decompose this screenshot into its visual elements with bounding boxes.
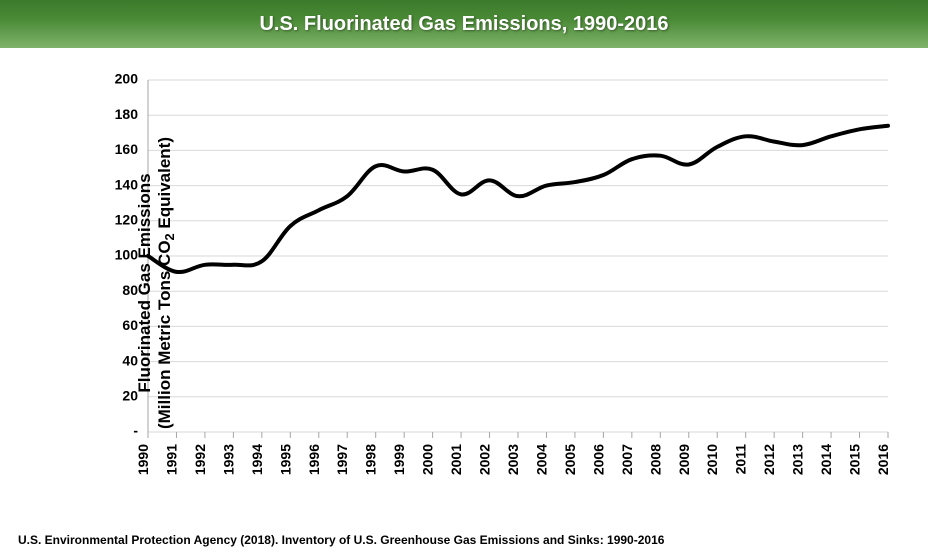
x-tick-label: 1994: [249, 444, 265, 475]
x-tick-label: 2010: [704, 444, 720, 475]
x-tick-label: 2011: [733, 444, 749, 475]
x-tick-label: 2015: [847, 444, 863, 475]
x-tick-label: 2014: [818, 444, 834, 475]
y-tick-label: 200: [115, 71, 139, 87]
emissions-line: [148, 126, 888, 272]
x-tick-label: 2013: [790, 444, 806, 475]
x-tick-label: 2009: [676, 444, 692, 475]
x-tick-label: 1997: [334, 444, 350, 475]
x-tick-label: 2002: [477, 444, 493, 475]
x-tick-label: 2000: [420, 444, 436, 475]
x-tick-label: 1998: [363, 444, 379, 475]
x-tick-label: 2005: [562, 444, 578, 475]
x-tick-label: 2007: [619, 444, 635, 475]
title-bar: U.S. Fluorinated Gas Emissions, 1990-201…: [0, 0, 928, 48]
x-tick-label: 2006: [590, 444, 606, 475]
footer-source: U.S. Environmental Protection Agency (20…: [18, 533, 664, 547]
x-tick-label: 1999: [391, 444, 407, 475]
x-tick-label: 1991: [163, 444, 179, 475]
ylabel-line2-sub: 2: [162, 233, 177, 240]
y-axis-label: Fluorinated Gas Emissions (Million Metri…: [135, 137, 177, 429]
ylabel-line2-prefix: (Million Metric Tons CO: [155, 240, 174, 429]
x-tick-label: 1990: [135, 444, 151, 475]
y-tick-label: 180: [115, 106, 139, 122]
ylabel-line1: Fluorinated Gas Emissions: [135, 173, 154, 392]
x-tick-label: 2003: [505, 444, 521, 475]
x-tick-label: 1996: [306, 444, 322, 475]
x-tick-label: 1992: [192, 444, 208, 475]
x-tick-label: 2008: [647, 444, 663, 475]
x-tick-label: 2012: [761, 444, 777, 475]
x-tick-label: 2004: [533, 444, 549, 475]
x-tick-label: 2016: [875, 444, 891, 475]
x-tick-label: 2001: [448, 444, 464, 475]
ylabel-line2-suffix: Equivalent): [155, 137, 174, 233]
x-tick-label: 1995: [277, 444, 293, 475]
chart-area: Fluorinated Gas Emissions (Million Metri…: [0, 48, 928, 518]
chart-title: U.S. Fluorinated Gas Emissions, 1990-201…: [259, 13, 668, 36]
x-tick-label: 1993: [220, 444, 236, 475]
